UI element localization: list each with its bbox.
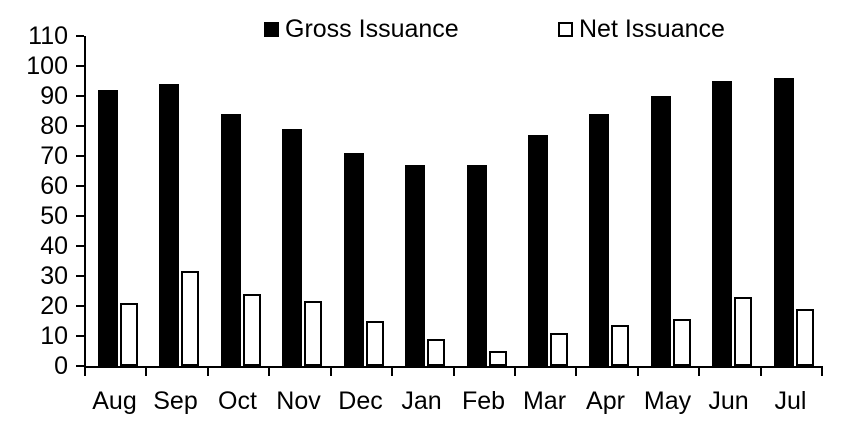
x-axis-label: Dec <box>338 387 383 415</box>
y-axis-label: 100 <box>26 52 68 80</box>
x-axis-tick <box>453 366 455 376</box>
y-axis-label: 50 <box>40 202 68 230</box>
y-axis-label: 60 <box>40 172 68 200</box>
y-axis-label: 20 <box>40 292 68 320</box>
y-axis-tick <box>76 365 84 367</box>
net-issuance-swatch-icon <box>558 21 573 37</box>
net-issuance-bar <box>181 271 199 366</box>
y-axis-label: 110 <box>28 22 68 50</box>
gross-issuance-swatch-icon <box>264 21 279 37</box>
net-issuance-bar <box>427 339 445 366</box>
y-axis-line <box>84 36 86 368</box>
gross-issuance-bar <box>651 96 671 366</box>
legend-label-gross-issuance: Gross Issuance <box>285 15 459 43</box>
x-axis-tick <box>637 366 639 376</box>
gross-issuance-bar <box>221 114 241 366</box>
net-issuance-bar <box>120 303 138 366</box>
x-axis-label: Aug <box>92 387 137 415</box>
x-axis-tick <box>514 366 516 376</box>
x-axis-label: Mar <box>522 387 567 415</box>
legend-item-net-issuance: Net Issuance <box>558 14 725 44</box>
x-axis-tick <box>84 366 86 376</box>
gross-issuance-bar <box>344 153 364 366</box>
y-axis-tick <box>76 245 84 247</box>
net-issuance-bar <box>611 325 629 366</box>
y-axis-tick <box>76 215 84 217</box>
y-axis-label: 70 <box>40 142 68 170</box>
gross-issuance-bar <box>159 84 179 366</box>
x-axis-tick <box>145 366 147 376</box>
x-axis-label: Apr <box>586 387 625 415</box>
y-axis-label: 0 <box>54 352 68 380</box>
net-issuance-bar <box>550 333 568 366</box>
gross-issuance-bar <box>98 90 118 366</box>
y-axis-tick <box>76 95 84 97</box>
y-axis-label: 40 <box>40 232 68 260</box>
legend-item-gross-issuance: Gross Issuance <box>264 14 459 44</box>
x-axis-tick <box>207 366 209 376</box>
y-axis-label: 80 <box>40 112 68 140</box>
gross-issuance-bar <box>528 135 548 366</box>
x-axis-tick <box>575 366 577 376</box>
x-axis-label: May <box>643 387 692 415</box>
x-axis-label: Sep <box>153 387 198 415</box>
y-axis-tick <box>76 305 84 307</box>
gross-issuance-bar <box>282 129 302 366</box>
y-axis-tick <box>76 125 84 127</box>
x-axis-label: Jul <box>774 387 807 415</box>
net-issuance-bar <box>304 301 322 366</box>
gross-issuance-bar <box>405 165 425 366</box>
legend-label-net-issuance: Net Issuance <box>579 15 725 43</box>
x-axis-tick <box>268 366 270 376</box>
x-axis-label: Feb <box>461 387 506 415</box>
x-axis-tick <box>760 366 762 376</box>
net-issuance-bar <box>366 321 384 366</box>
x-axis-label: Jan <box>401 387 442 415</box>
y-axis-label: 90 <box>40 82 68 110</box>
net-issuance-bar <box>734 297 752 366</box>
y-axis-tick <box>76 65 84 67</box>
y-axis-tick <box>76 155 84 157</box>
gross-issuance-bar <box>589 114 609 366</box>
x-axis-tick <box>698 366 700 376</box>
net-issuance-bar <box>243 294 261 366</box>
y-axis-tick <box>76 275 84 277</box>
y-axis-tick <box>76 35 84 37</box>
x-axis-tick <box>391 366 393 376</box>
x-axis-label: Jun <box>708 387 749 415</box>
x-axis-label: Nov <box>276 387 321 415</box>
net-issuance-bar <box>796 309 814 366</box>
net-issuance-bar <box>673 319 691 366</box>
x-axis-label: Oct <box>218 387 257 415</box>
y-axis-label: 30 <box>40 262 68 290</box>
y-axis-label: 10 <box>40 322 68 350</box>
gross-issuance-bar <box>712 81 732 366</box>
gross-issuance-bar <box>467 165 487 366</box>
y-axis-tick <box>76 335 84 337</box>
y-axis-tick <box>76 185 84 187</box>
x-axis-tick <box>330 366 332 376</box>
gross-issuance-bar <box>774 78 794 366</box>
x-axis-tick <box>821 366 823 376</box>
net-issuance-bar <box>489 351 507 366</box>
